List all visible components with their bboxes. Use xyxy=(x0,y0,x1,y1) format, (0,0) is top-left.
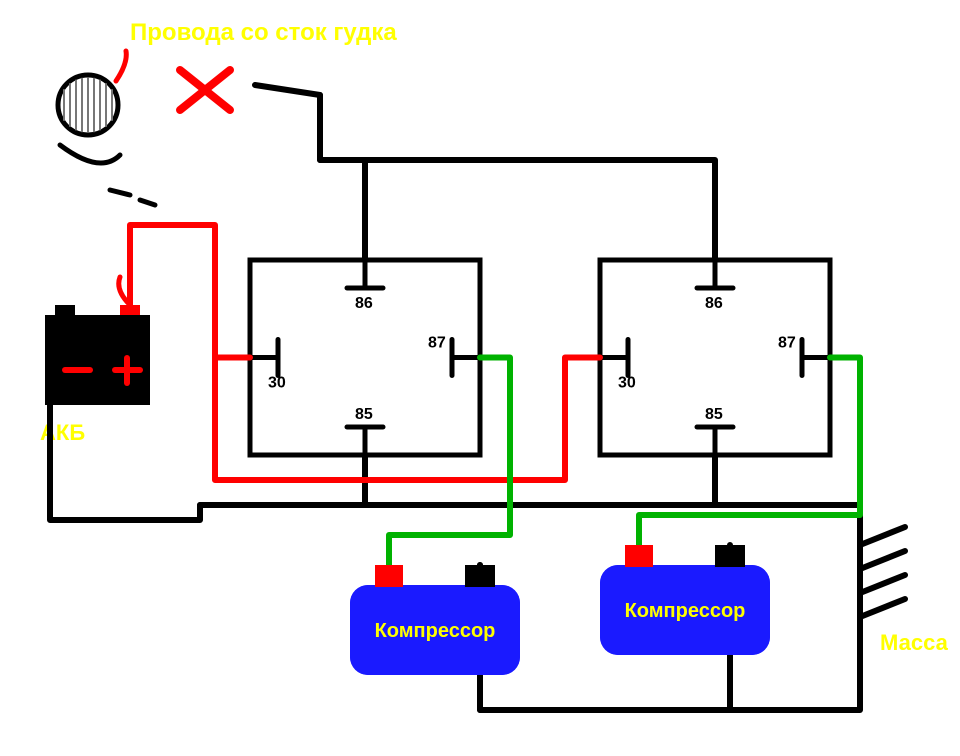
svg-text:85: 85 xyxy=(705,406,723,423)
svg-text:86: 86 xyxy=(705,295,723,312)
ground-label: Масса xyxy=(880,630,949,655)
wiring-diagram: Провода со сток гудка АКБ 86 85 30 87 86 85 30 87… xyxy=(0,0,960,756)
compressor-label-2: Компрессор xyxy=(625,600,746,622)
svg-text:30: 30 xyxy=(618,375,636,392)
title-label: Провода со сток гудка xyxy=(130,19,397,46)
svg-text:87: 87 xyxy=(778,335,796,352)
compressor-label-1: Компрессор xyxy=(375,620,496,642)
svg-text:85: 85 xyxy=(355,406,373,423)
svg-text:86: 86 xyxy=(355,295,373,312)
battery-label: АКБ xyxy=(40,420,85,445)
svg-text:30: 30 xyxy=(268,375,286,392)
svg-text:87: 87 xyxy=(428,335,446,352)
